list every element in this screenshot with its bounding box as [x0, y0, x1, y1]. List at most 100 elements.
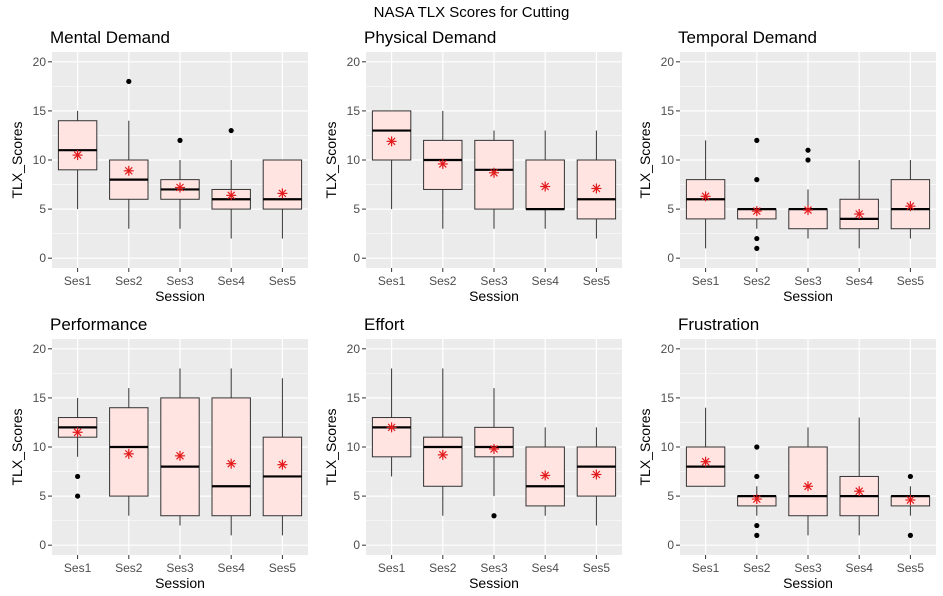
- mean-marker: [226, 458, 237, 469]
- x-tick-label: Ses5: [583, 561, 611, 575]
- mean-marker: [386, 422, 397, 433]
- panel-plot-svg: 0 5 10 15 20 Ses1 Ses2 Ses3 Ses4 Ses5 Session TLX_S…: [637, 52, 936, 304]
- y-tick-label: 20: [661, 342, 675, 356]
- box-ses1: [57, 397, 98, 499]
- facet-panel: Performance 0 5 10 15 20 Ses1 Ses2 Ses3 Ses4 Ses5 S…: [0, 287, 314, 591]
- outlier-point: [754, 532, 760, 538]
- mean-marker: [540, 181, 551, 192]
- y-tick-label: 10: [33, 153, 47, 167]
- y-tick-label: 5: [667, 489, 674, 503]
- mean-marker: [277, 188, 288, 199]
- facet-panel: Frustration 0 5 10 15 20 Ses1 Ses2 Ses3 Ses4 Ses5 S…: [628, 287, 942, 591]
- panel-plot-svg: 0 5 10 15 20 Ses1 Ses2 Ses3 Ses4 Ses5 Session TLX_S…: [9, 339, 308, 591]
- y-tick-label: 10: [661, 153, 675, 167]
- outlier-point: [75, 493, 81, 499]
- y-tick-label: 5: [39, 202, 46, 216]
- mean-marker: [540, 470, 551, 481]
- y-tick-label: 10: [661, 440, 675, 454]
- mean-marker: [854, 209, 865, 219]
- mean-marker: [489, 443, 499, 454]
- outlier-point: [805, 147, 811, 153]
- y-tick-label: 0: [353, 538, 360, 552]
- y-tick-label: 15: [347, 104, 361, 118]
- y-axis-title: TLX_Scores: [323, 121, 339, 198]
- x-tick-label: Ses5: [269, 274, 297, 288]
- x-tick-label: Ses2: [115, 561, 143, 575]
- y-axis-title: TLX_Scores: [637, 408, 653, 485]
- x-tick-label: Ses5: [269, 561, 297, 575]
- x-tick-label: Ses2: [743, 274, 771, 288]
- box-iqr: [371, 110, 412, 161]
- panel-title: Physical Demand: [364, 28, 497, 47]
- outlier-point: [754, 473, 760, 480]
- x-tick-label: Ses3: [166, 274, 194, 288]
- x-axis-title: Session: [783, 575, 833, 591]
- box-ses5: [576, 130, 617, 239]
- x-tick-label: Ses1: [378, 274, 406, 288]
- x-tick-label: Ses1: [64, 561, 92, 575]
- y-tick-label: 20: [347, 55, 361, 69]
- y-tick-label: 10: [33, 440, 47, 454]
- box-ses5: [262, 378, 303, 536]
- x-tick-label: Ses4: [846, 274, 874, 288]
- facet-panel: Physical Demand 0 5 10 15 20 Ses1 Ses2 Ses3 Ses4 S…: [314, 0, 628, 304]
- box-ses4: [839, 160, 879, 249]
- mean-marker: [386, 136, 397, 147]
- y-tick-label: 15: [33, 391, 47, 405]
- panel-plot-svg: 0 5 10 15 20 Ses1 Ses2 Ses3 Ses4 Ses5 Session TLX_S…: [9, 52, 308, 304]
- mean-marker: [175, 182, 185, 193]
- outlier-point: [177, 137, 183, 143]
- mean-marker: [72, 150, 83, 161]
- box-ses4: [525, 130, 565, 229]
- mean-marker: [905, 495, 916, 506]
- x-axis-title: Session: [155, 288, 205, 304]
- mean-marker: [175, 450, 185, 461]
- mean-marker: [751, 206, 762, 217]
- outlier-point: [126, 78, 132, 85]
- y-tick-label: 15: [661, 391, 675, 405]
- outlier-point: [228, 127, 234, 134]
- y-tick-label: 0: [39, 251, 46, 265]
- outlier-point: [754, 235, 760, 242]
- panel-plot-svg: 0 5 10 15 20 Ses1 Ses2 Ses3 Ses4 Ses5 Session TLX_S…: [323, 339, 622, 591]
- x-axis-title: Session: [155, 575, 205, 591]
- y-tick-label: 15: [661, 104, 675, 118]
- mean-marker: [123, 165, 134, 176]
- box-ses5: [890, 473, 931, 538]
- x-axis-title: Session: [783, 288, 833, 304]
- y-tick-label: 20: [347, 342, 361, 356]
- outlier-point: [75, 473, 81, 480]
- y-tick-label: 0: [353, 251, 360, 265]
- x-tick-label: Ses3: [480, 561, 508, 575]
- y-tick-label: 5: [353, 489, 360, 503]
- mean-marker: [591, 183, 602, 194]
- y-tick-label: 15: [347, 391, 361, 405]
- facet-panel: Temporal Demand 0 5 10 15 20 Ses1 Ses2 Ses3 Ses4 S…: [628, 0, 942, 304]
- panel-title: Mental Demand: [50, 28, 171, 47]
- x-tick-label: Ses2: [115, 274, 143, 288]
- mean-marker: [803, 481, 813, 492]
- panel-title: Effort: [364, 315, 405, 334]
- box-ses5: [890, 160, 931, 239]
- box-ses4: [211, 368, 251, 536]
- box-ses1: [371, 110, 412, 210]
- box-iqr: [57, 120, 98, 171]
- panel-title: Temporal Demand: [678, 28, 817, 47]
- x-tick-label: Ses1: [64, 274, 92, 288]
- box-ses3: [788, 427, 828, 536]
- outlier-point: [907, 473, 913, 480]
- mean-marker: [277, 459, 288, 470]
- box-ses2: [423, 368, 463, 516]
- panel-title: Performance: [50, 315, 148, 334]
- y-axis-title: TLX_Scores: [323, 408, 339, 485]
- panel-title: Frustration: [678, 315, 760, 334]
- x-tick-label: Ses2: [743, 561, 771, 575]
- box-ses3: [474, 388, 514, 519]
- outlier-point: [754, 444, 760, 450]
- mean-marker: [854, 486, 865, 497]
- box-ses3: [160, 368, 200, 526]
- x-tick-label: Ses3: [166, 561, 194, 575]
- x-tick-label: Ses5: [583, 274, 611, 288]
- x-tick-label: Ses4: [532, 561, 560, 575]
- y-tick-label: 0: [667, 538, 674, 552]
